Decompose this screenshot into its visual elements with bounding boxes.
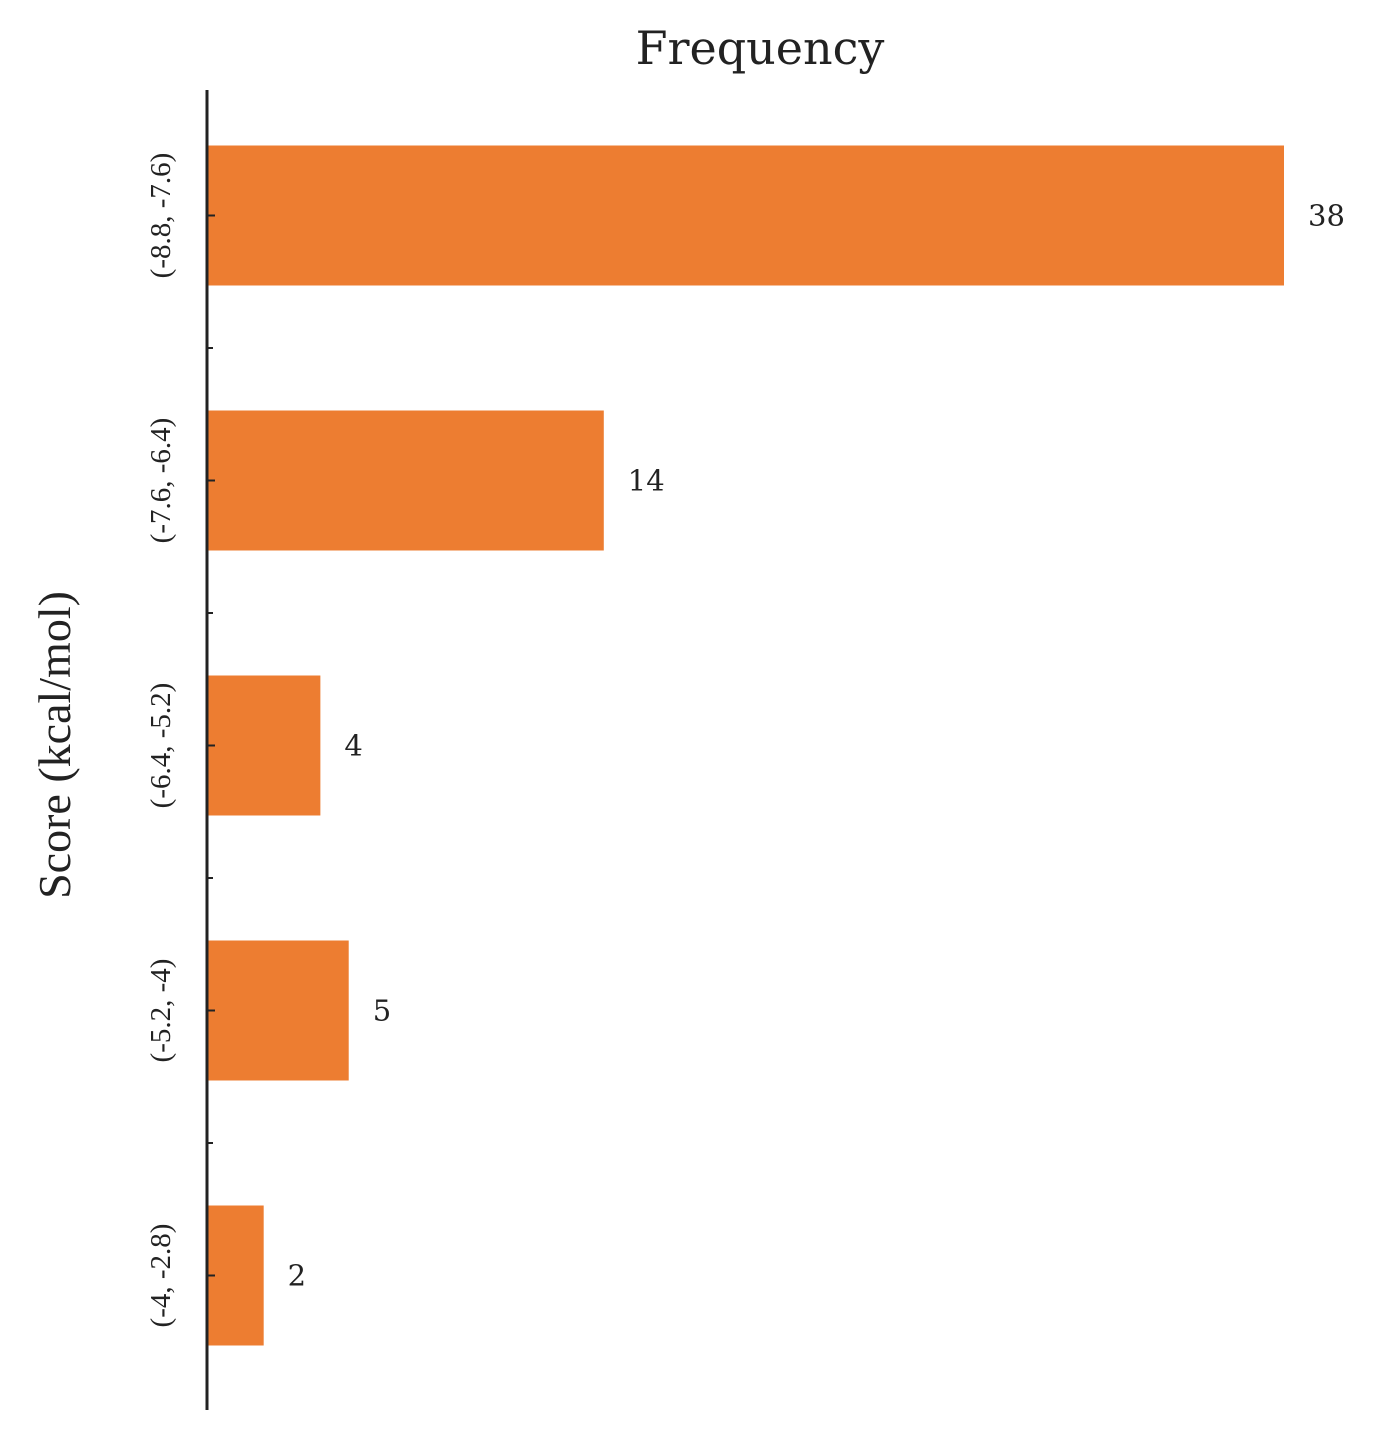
- y-tick-label: (-6.4, -5.2): [145, 683, 177, 809]
- y-tick-label: (-8.8, -7.6): [145, 153, 177, 279]
- y-tick-label: (-7.6, -6.4): [145, 418, 177, 544]
- data-label: 4: [344, 729, 362, 763]
- bar: [207, 1205, 264, 1346]
- y-axis-title: Score (kcal/mol): [29, 591, 80, 899]
- bar: [207, 410, 604, 551]
- data-label: 38: [1308, 199, 1345, 233]
- y-tick-label: (-5.2, -4): [145, 959, 177, 1063]
- data-label: 14: [628, 464, 665, 498]
- data-label: 5: [373, 994, 391, 1028]
- y-tick-label: (-4, -2.8): [145, 1224, 177, 1328]
- y-tick-labels-group: (-8.8, -7.6) (-7.6, -6.4) (-6.4, -5.2) (-5.…: [145, 153, 177, 1328]
- data-label: 2: [288, 1259, 306, 1293]
- x-axis-title: Frequency: [636, 21, 885, 75]
- bar: [207, 940, 349, 1081]
- bars-group: [207, 145, 1284, 1346]
- bar: [207, 675, 321, 816]
- data-labels-group: 38 14 4 5 2: [288, 199, 1345, 1293]
- bar: [207, 145, 1284, 286]
